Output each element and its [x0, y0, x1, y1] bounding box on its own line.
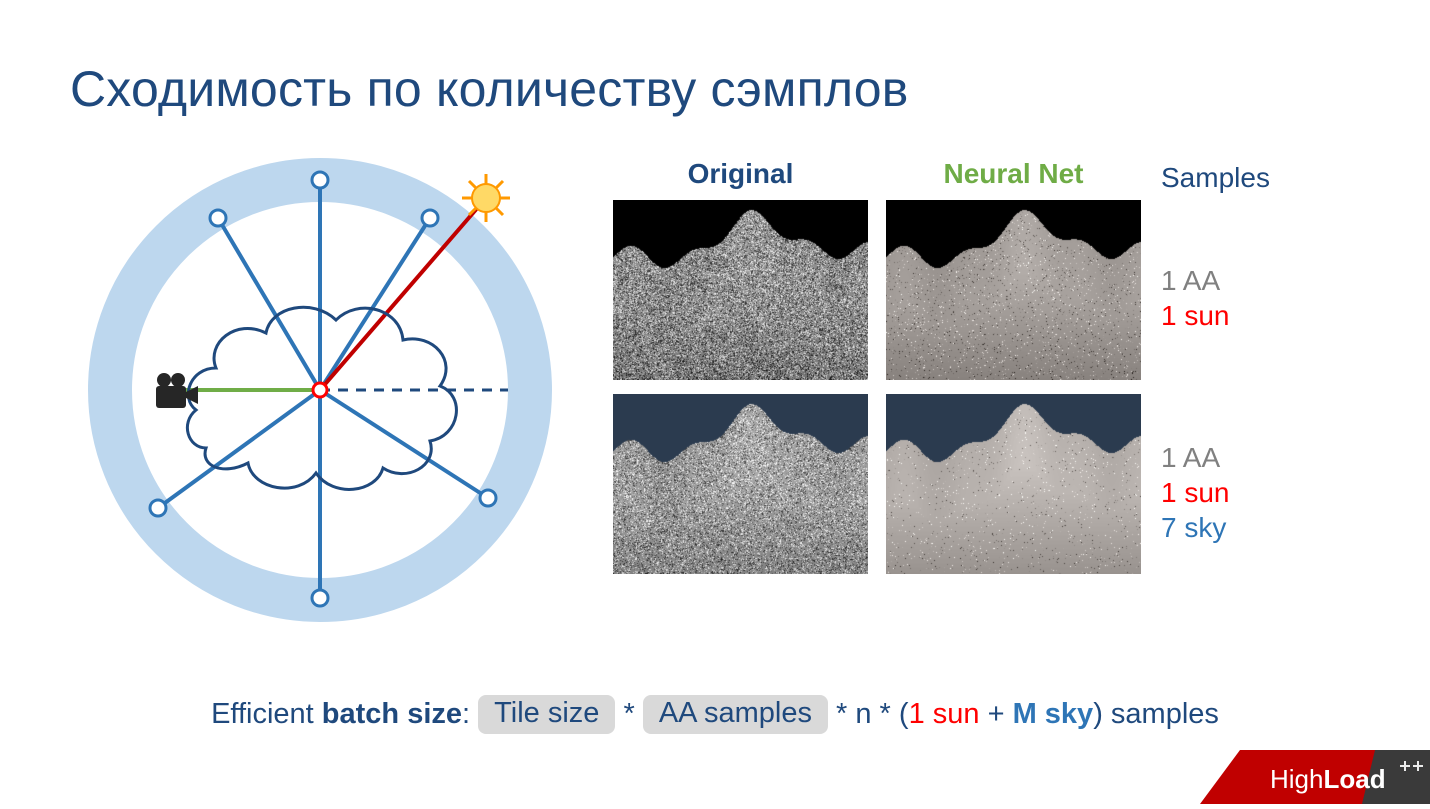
footer-load: Load: [1323, 764, 1385, 794]
footer-high: High: [1270, 764, 1323, 794]
col-header-original: Original: [613, 158, 868, 190]
samples-row1: 1 AA 1 sun: [1161, 208, 1270, 388]
formula-plus: +: [980, 698, 1013, 730]
ray-diagram: [88, 158, 553, 623]
samples-row2-sun: 1 sun: [1161, 475, 1270, 510]
formula-times2: * n * (: [836, 698, 909, 730]
footer-logo: HighLoad: [1200, 750, 1430, 804]
formula-prefix: Efficient: [211, 698, 322, 730]
render-row1-original: [613, 200, 868, 380]
slide-title: Сходимость по количеству сэмплов: [70, 60, 1360, 118]
formula-close: ) samples: [1093, 698, 1219, 730]
render-row2-neural: [886, 394, 1141, 574]
formula-tile-pill: Tile size: [478, 695, 615, 734]
formula-colon: :: [462, 698, 478, 730]
samples-column: Samples 1 AA 1 sun 1 AA 1 sun 7 sky: [1161, 158, 1270, 582]
samples-row1-sun: 1 sun: [1161, 298, 1270, 333]
formula-sun: 1 sun: [909, 698, 980, 730]
samples-row1-aa: 1 AA: [1161, 263, 1270, 298]
samples-row2: 1 AA 1 sun 7 sky: [1161, 402, 1270, 582]
samples-row2-aa: 1 AA: [1161, 440, 1270, 475]
samples-row2-sky: 7 sky: [1161, 510, 1270, 545]
render-row2-original: [613, 394, 868, 574]
content-row: Original Neural Net Samples: [70, 158, 1360, 623]
formula: Efficient batch size: Tile size * AA sam…: [0, 695, 1430, 734]
formula-sky: M sky: [1013, 698, 1094, 730]
render-row1-neural: [886, 200, 1141, 380]
formula-times1: *: [623, 698, 642, 730]
formula-aa-pill: AA samples: [643, 695, 828, 734]
formula-batch: batch size: [322, 698, 462, 730]
svg-text:HighLoad: HighLoad: [1270, 764, 1386, 794]
col-header-neural: Neural Net: [886, 158, 1141, 190]
comparison-block: Original Neural Net Samples: [613, 158, 1360, 582]
col-header-samples: Samples: [1161, 158, 1270, 198]
image-grid: Original Neural Net: [613, 158, 1141, 582]
